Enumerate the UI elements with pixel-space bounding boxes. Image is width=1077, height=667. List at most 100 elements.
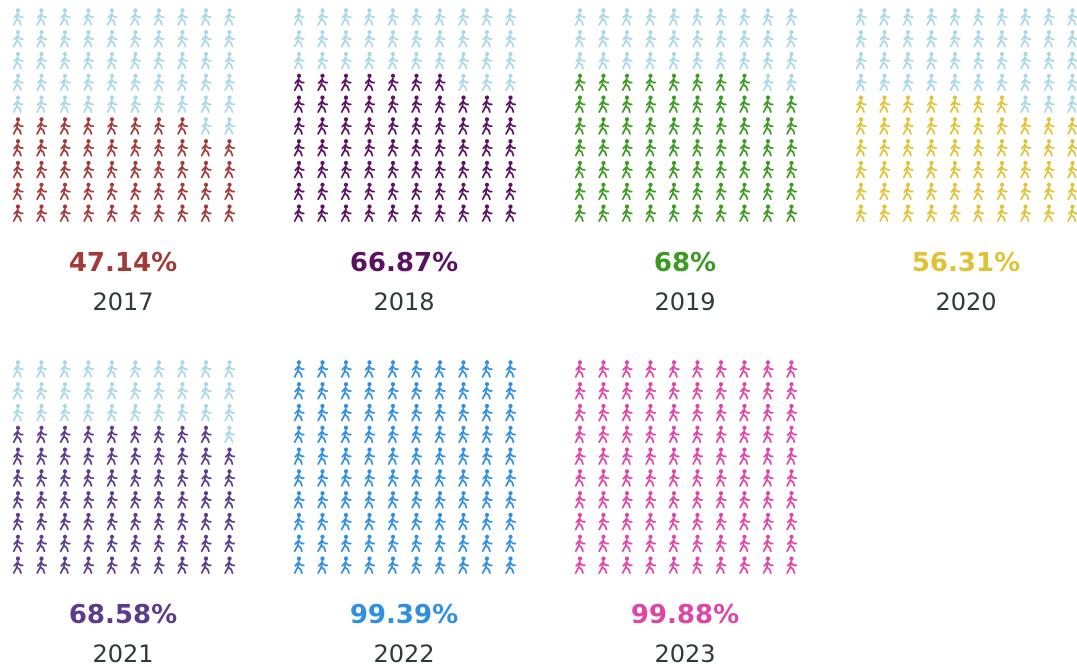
person-icon [200,182,212,201]
person-icon [59,51,71,70]
person-icon [317,403,329,422]
person-icon [481,425,493,444]
person-icon [200,512,212,531]
person-icon [598,204,610,222]
person-icon [762,381,774,400]
person-icon [739,182,751,201]
person-icon [106,447,118,465]
person-icon [1020,117,1032,135]
person-icon [598,490,610,509]
person-icon [458,138,470,157]
person-icon [224,360,236,378]
person-icon [621,556,633,574]
person-icon [879,73,891,92]
person-icon [621,160,633,179]
person-icon [364,425,376,444]
person-icon [177,556,189,574]
person-icon [739,160,751,179]
person-icon [926,51,938,70]
person-icon [434,51,446,70]
person-icon [224,534,236,553]
person-icon [130,403,142,422]
person-icon [505,29,517,48]
person-icon [739,425,751,444]
person-icon [130,51,142,70]
person-icon [293,469,305,487]
person-icon [621,51,633,70]
person-icon [739,73,751,92]
person-icon [739,204,751,222]
person-icon [481,403,493,422]
person-icon [574,425,586,444]
person-icon [130,490,142,509]
person-icon [715,403,727,422]
person-icon [902,95,914,113]
person-icon [621,469,633,487]
person-icon [434,29,446,48]
person-icon [458,182,470,201]
person-icon [715,8,727,26]
person-icon [83,447,95,465]
person-icon [317,360,329,378]
person-icon [762,138,774,157]
person-icon [692,95,704,113]
person-icon [200,73,212,92]
person-icon [293,117,305,135]
person-icon [505,95,517,113]
person-icon [153,469,165,487]
person-icon [739,534,751,553]
person-icon [598,556,610,574]
person-icon [36,447,48,465]
person-icon [293,490,305,509]
person-icon [153,29,165,48]
value-label: 47.14% [69,248,177,278]
year-label: 2023 [654,640,715,667]
person-icon [786,469,798,487]
person-icon [739,490,751,509]
person-icon [177,512,189,531]
person-icon [762,117,774,135]
person-icon [36,182,48,201]
person-icon [973,95,985,113]
person-icon [458,469,470,487]
person-icon [411,403,423,422]
person-icon [434,160,446,179]
person-icon [715,138,727,157]
person-icon [481,51,493,70]
person-icon [340,556,352,574]
person-icon [1020,204,1032,222]
person-icon [411,160,423,179]
person-icon [1043,73,1055,92]
person-icon [1020,138,1032,157]
person-icon [340,8,352,26]
person-icon [364,360,376,378]
person-icon [200,447,212,465]
person-icon [786,138,798,157]
person-icon [434,403,446,422]
person-icon [36,138,48,157]
person-icon [364,160,376,179]
person-icon [996,8,1008,26]
person-icon [481,160,493,179]
person-icon [364,8,376,26]
person-icon [926,95,938,113]
person-icon [902,51,914,70]
person-icon [177,403,189,422]
person-icon [996,182,1008,201]
person-icon [387,360,399,378]
person-icon [153,556,165,574]
person-icon [481,138,493,157]
person-icon [855,73,867,92]
person-icon [762,403,774,422]
person-icon [668,117,680,135]
person-icon [739,51,751,70]
person-icon [293,95,305,113]
person-icon [434,73,446,92]
person-icon [1043,8,1055,26]
person-icon [621,182,633,201]
person-icon [481,73,493,92]
person-icon [481,8,493,26]
person-icon [668,425,680,444]
person-icon [926,182,938,201]
person-icon [574,8,586,26]
